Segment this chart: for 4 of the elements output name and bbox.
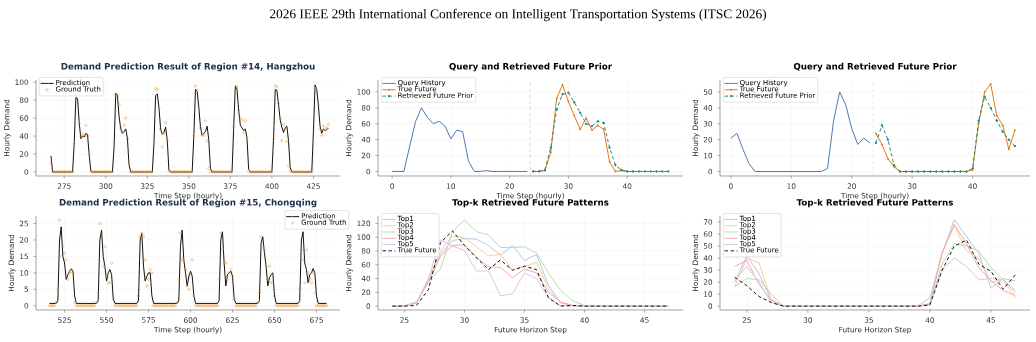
chart-title: Query and Retrieved Future Prior — [449, 62, 613, 72]
chart-title: Demand Prediction Result of Region #14, Hangzhou — [61, 62, 315, 72]
text: 2026 IEEE 29th International Conference on Intelligent Transportation Systems (ITSC 2026) — [270, 8, 767, 22]
chart-title: Query and Retrieved Future Prior — [793, 62, 957, 72]
